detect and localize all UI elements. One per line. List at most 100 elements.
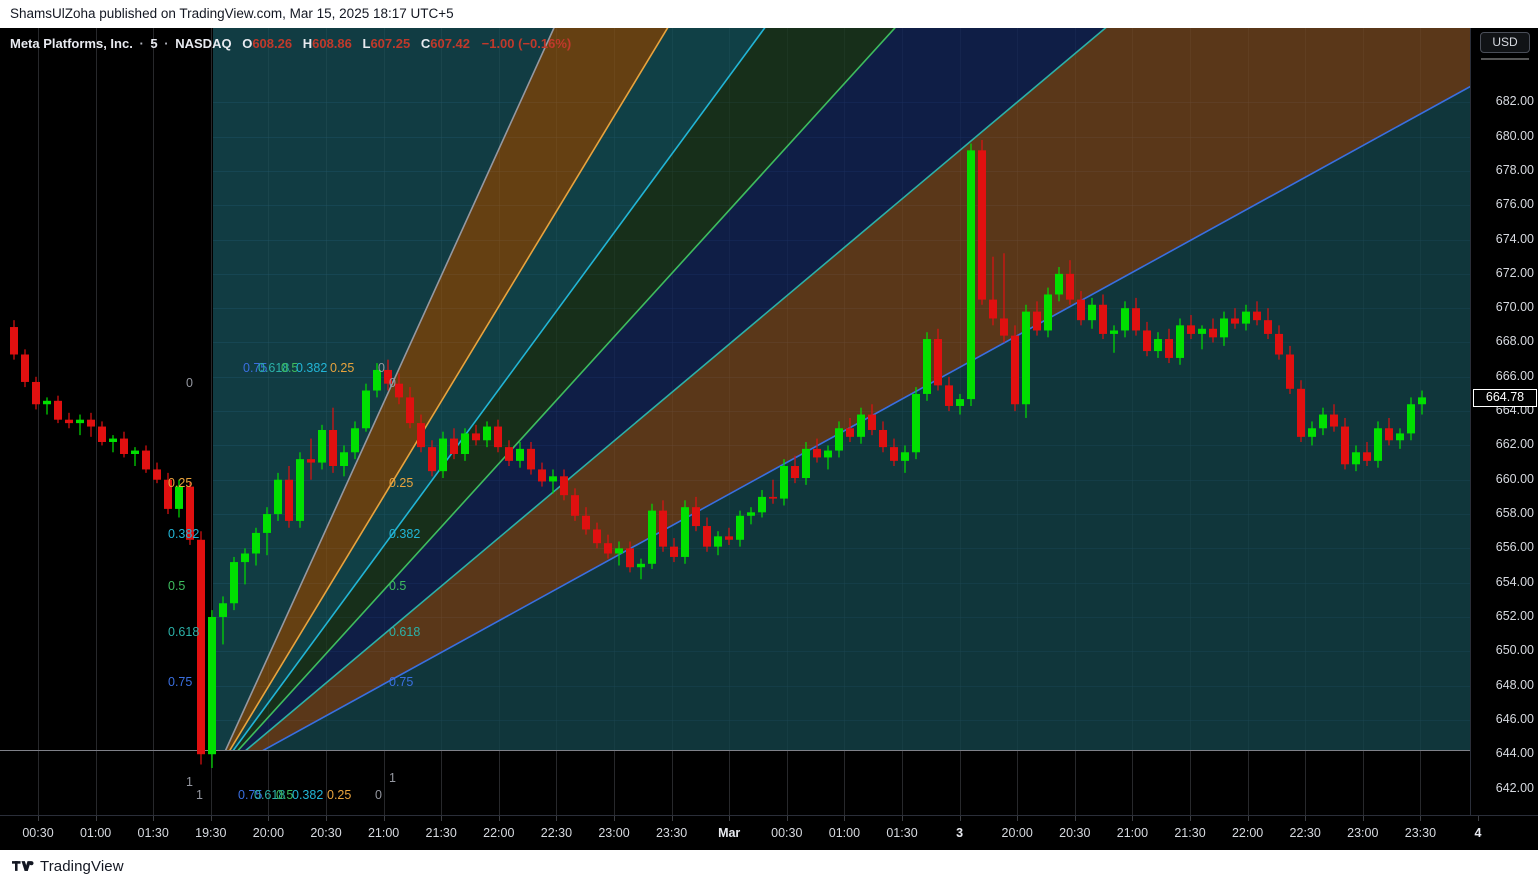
candle-down [21, 354, 29, 382]
candle-up [175, 486, 183, 509]
price-tick: 648.00 [1495, 677, 1534, 692]
time-tick-label: 21:30 [425, 826, 457, 840]
legend-low-value: 607.25 [370, 36, 411, 51]
candle-down [329, 429, 337, 467]
fibonacci-fan-overlay [213, 28, 1470, 778]
price-tick: 658.00 [1495, 506, 1534, 521]
time-tick-mark [96, 816, 97, 821]
candle-down [1264, 320, 1272, 334]
candle-up [637, 563, 645, 568]
candle-up [1352, 452, 1360, 465]
fib-label-right-0.5: 0.5 [389, 579, 407, 593]
legend-exchange: NASDAQ [175, 36, 232, 51]
candle-up [362, 390, 370, 429]
vertical-gridline [211, 28, 212, 815]
candle-up [1396, 433, 1404, 441]
time-tick-label: 3 [956, 826, 964, 840]
fib-label-left-1: 1 [186, 775, 193, 789]
time-tick-label: 4 [1474, 826, 1482, 840]
fan-ray-0.618[interactable] [213, 28, 1177, 778]
fan-band [263, 86, 1470, 750]
time-tick-label: 22:30 [1289, 826, 1321, 840]
candle-up [923, 339, 931, 394]
candle-down [813, 448, 821, 458]
price-tick: 656.00 [1495, 540, 1534, 555]
candle-down [417, 423, 425, 448]
candle-up [274, 479, 282, 515]
time-tick-mark [614, 816, 615, 821]
candle-down [1066, 273, 1074, 300]
price-tick: 676.00 [1495, 197, 1534, 212]
candle-up [549, 476, 557, 482]
price-tick: 680.00 [1495, 128, 1534, 143]
candle-down [1286, 354, 1294, 389]
fan-ray-0[interactable] [213, 28, 581, 778]
candle-up [1154, 339, 1162, 352]
time-tick-label: 20:00 [252, 826, 285, 840]
fib-label-right-0.382: 0.382 [389, 527, 421, 541]
candle-down [142, 450, 150, 470]
symbol-legend[interactable]: Meta Platforms, Inc. · 5 · NASDAQ O608.2… [10, 34, 571, 54]
fan-band [238, 28, 1106, 750]
fib-label-bottom-0.382: 0.382 [292, 788, 324, 802]
currency-badge[interactable]: USD [1480, 32, 1530, 53]
price-tick: 650.00 [1495, 643, 1534, 658]
time-tick-mark [441, 816, 442, 821]
fib-label-bottom-0: 0 [375, 788, 382, 802]
candle-up [1198, 328, 1206, 334]
time-tick-label: 00:30 [22, 826, 54, 840]
fib-label-left-0: 0 [186, 376, 193, 390]
fib-label-top-0.618: 0.618 [258, 361, 290, 375]
price-tick: 666.00 [1495, 368, 1534, 383]
time-tick-label: 23:00 [598, 826, 630, 840]
legend-separator-1: · [139, 36, 144, 51]
candle-up [681, 507, 689, 557]
time-axis[interactable]: 00:30 01:00 01:30 19:30 20:00 20:30 21:00 21:30… [0, 815, 1538, 850]
candle-down [1341, 426, 1349, 465]
chart-pane[interactable]: 0 0.25 0.382 0.5 0.618 0.75 1 0 0.25 0.382 0.5 0.61… [0, 28, 1470, 815]
vertical-gridline [38, 28, 39, 815]
time-tick-mark [844, 816, 845, 821]
candle-down [1165, 339, 1173, 358]
fan-ray-0.5[interactable] [213, 28, 949, 778]
candle-down [164, 479, 172, 509]
candle-down [1363, 452, 1371, 461]
candle-up [967, 150, 975, 400]
candle-up [1088, 304, 1096, 321]
candle-down [868, 414, 876, 430]
candle-down [197, 539, 205, 755]
candle-up [230, 562, 238, 604]
candle-down [626, 548, 634, 568]
price-axis[interactable]: USD 682.00 680.00 678.00 676.00 674.00 672.00… [1470, 28, 1538, 828]
fib-label-bottom-0.75: 0.75 [238, 788, 263, 802]
candle-down [98, 426, 106, 442]
candle-down [1011, 335, 1019, 405]
fan-band-top [213, 28, 554, 750]
candle-down [87, 419, 95, 427]
candle-down [307, 459, 315, 463]
time-tick-label: 00:30 [771, 826, 803, 840]
candle-up [736, 515, 744, 540]
fan-band [225, 28, 668, 750]
candle-down [538, 469, 546, 482]
fan-ray-0.25[interactable] [213, 28, 704, 778]
fib-label-top-0.5: 0.5 [281, 361, 299, 375]
candle-down [934, 339, 942, 386]
candle-down [1187, 325, 1195, 334]
axis-top-dash [1481, 58, 1529, 60]
candle-up [1176, 325, 1184, 358]
candle-up [1319, 414, 1327, 429]
fib-label-bottom-1: 1 [196, 788, 203, 802]
candle-up [901, 452, 909, 461]
time-tick-mark [1132, 816, 1133, 821]
fan-ray-0.382[interactable] [213, 28, 809, 778]
price-tick: 652.00 [1495, 608, 1534, 623]
time-tick-mark [787, 816, 788, 821]
price-tick: 674.00 [1495, 231, 1534, 246]
candle-up [219, 603, 227, 617]
price-tick: 660.00 [1495, 471, 1534, 486]
fan-base-horizontal-line [0, 750, 1470, 751]
time-tick-label: 01:00 [828, 826, 861, 840]
candle-down [32, 381, 40, 405]
tradingview-wordmark: TradingView [40, 857, 124, 875]
